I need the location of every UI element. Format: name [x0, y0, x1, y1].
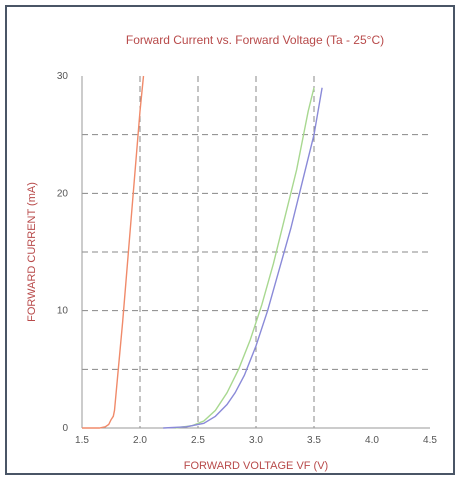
chart-frame — [5, 5, 455, 475]
x-tick-label: 1.5 — [75, 435, 89, 446]
x-tick-label: 2.0 — [133, 435, 147, 446]
series-line-3 — [163, 87, 323, 429]
chart-title: Forward Current vs. Forward Voltage (Ta … — [126, 33, 384, 47]
tick-labels: 1.5 2.0 2.5 3.0 3.5 4.0 4.5 0 10 20 30 — [57, 71, 438, 446]
y-axis-label: FORWARD CURRENT (mA) — [26, 182, 38, 322]
y-tick-label: 20 — [57, 188, 69, 199]
series-line-2 — [174, 87, 315, 429]
y-tick-label: 30 — [57, 71, 69, 82]
series-line-1 — [82, 75, 145, 429]
x-tick-label: 4.5 — [423, 435, 437, 446]
x-tick-label: 3.5 — [307, 435, 321, 446]
x-tick-label: 4.0 — [365, 435, 379, 446]
axes — [81, 76, 430, 429]
x-tick-label: 3.0 — [249, 435, 263, 446]
y-tick-label: 10 — [57, 306, 69, 317]
y-tick-label: 0 — [62, 423, 68, 434]
series-group — [82, 75, 323, 429]
x-axis-label: FORWARD VOLTAGE VF (V) — [184, 460, 328, 472]
grid — [82, 76, 430, 428]
x-tick-label: 2.5 — [191, 435, 205, 446]
